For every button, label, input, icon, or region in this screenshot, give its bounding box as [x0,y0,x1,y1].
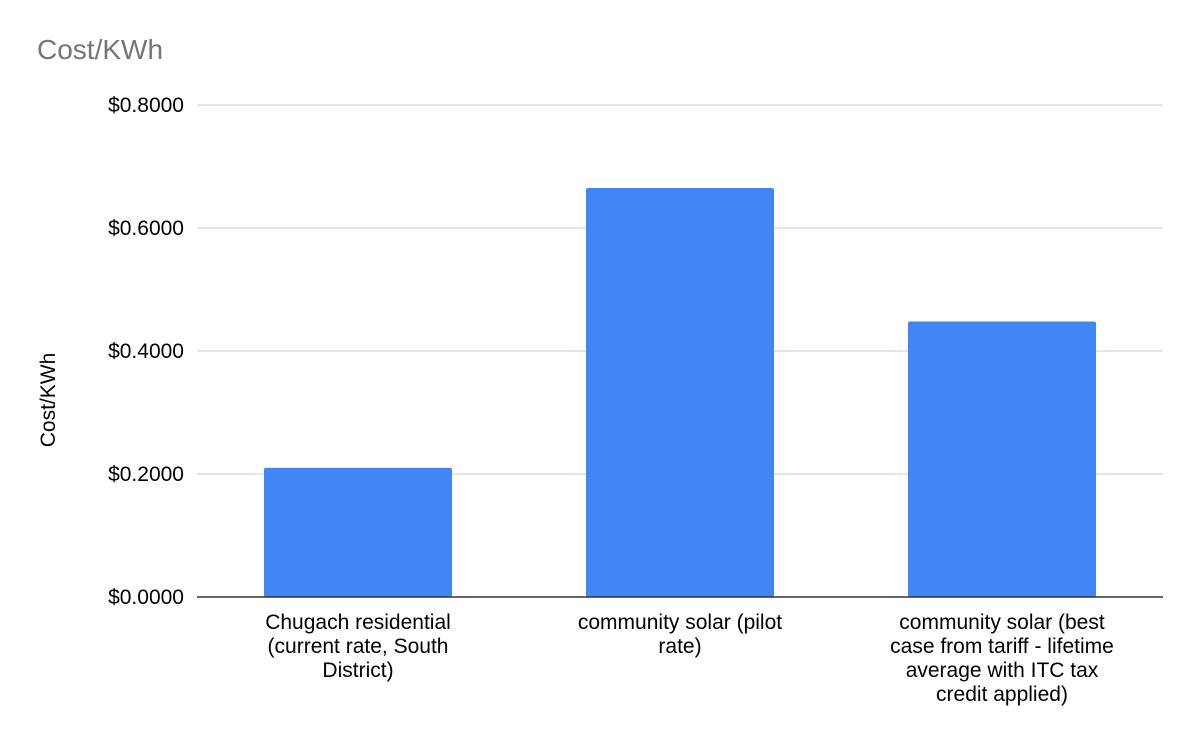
x-tick-label: community solar (best case from tariff - … [890,611,1114,706]
x-tick-label: community solar (pilot rate) [578,611,782,658]
bar [908,321,1096,597]
y-tick-label: $0.8000 [108,94,184,117]
bar [264,467,452,597]
y-tick-label: $0.2000 [108,463,184,486]
x-tick-label: Chugach residential (current rate, South D… [265,611,451,682]
bar [586,188,774,597]
y-tick-label: $0.0000 [108,586,184,609]
y-tick-label: $0.6000 [108,217,184,240]
chart-title: Cost/KWh [37,34,164,65]
y-tick-label: $0.4000 [108,340,184,363]
